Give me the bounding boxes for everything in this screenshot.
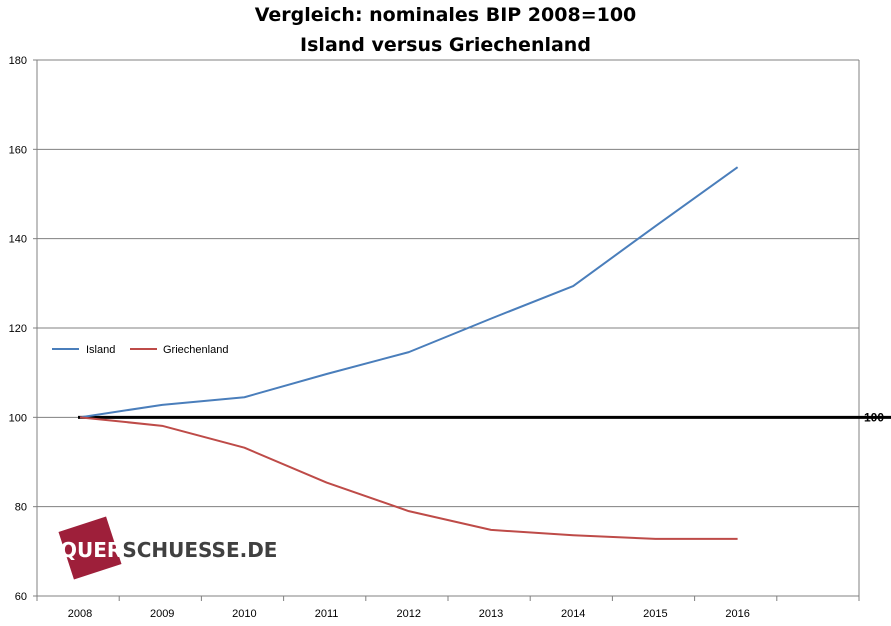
x-tick-label: 2009: [150, 608, 174, 620]
x-tick-label: 2011: [315, 608, 339, 620]
chart-title: Vergleich: nominales BIP 2008=100: [254, 4, 637, 26]
x-tick-label: 2012: [397, 608, 421, 620]
watermark-text: QUERSCHUESSE.DE: [60, 538, 277, 562]
legend-label-island: Island: [86, 344, 115, 356]
x-tick-label: 2013: [479, 608, 503, 620]
chart-subtitle: Island versus Griechenland: [300, 34, 591, 56]
gridlines: [37, 59, 859, 508]
watermark-text-prefix: QUER: [60, 538, 122, 562]
watermark-square: [58, 516, 122, 580]
axes: [33, 59, 860, 601]
watermark-text-suffix: SCHUESSE.DE: [122, 538, 277, 562]
y-tick-label: 180: [9, 55, 27, 67]
x-axis-ticks: 2008 2009 2010 2011 2012 2013 2014 2015 2016: [68, 608, 750, 620]
y-tick-label: 100: [9, 412, 27, 424]
y-tick-label: 120: [9, 323, 27, 335]
series-line-griechenland: [79, 416, 738, 540]
series-line-island: [79, 166, 739, 419]
reference-line-label: 100: [864, 410, 884, 424]
legend: Island Griechenland: [52, 344, 228, 356]
y-axis-ticks: 60 80 100 120 140 160 180: [9, 55, 27, 603]
x-tick-label: 2008: [68, 608, 92, 620]
y-tick-label: 160: [9, 144, 27, 156]
x-tick-label: 2010: [232, 608, 256, 620]
legend-label-griechenland: Griechenland: [163, 344, 228, 356]
y-tick-label: 80: [15, 502, 27, 514]
y-tick-label: 60: [15, 591, 27, 603]
x-tick-label: 2014: [561, 608, 585, 620]
reference-line-group: 100: [78, 410, 891, 424]
watermark-logo: QUERSCHUESSE.DE: [58, 516, 277, 580]
x-tick-label: 2015: [643, 608, 667, 620]
series-group: [79, 166, 739, 540]
x-tick-label: 2016: [725, 608, 749, 620]
y-tick-label: 140: [9, 234, 27, 246]
